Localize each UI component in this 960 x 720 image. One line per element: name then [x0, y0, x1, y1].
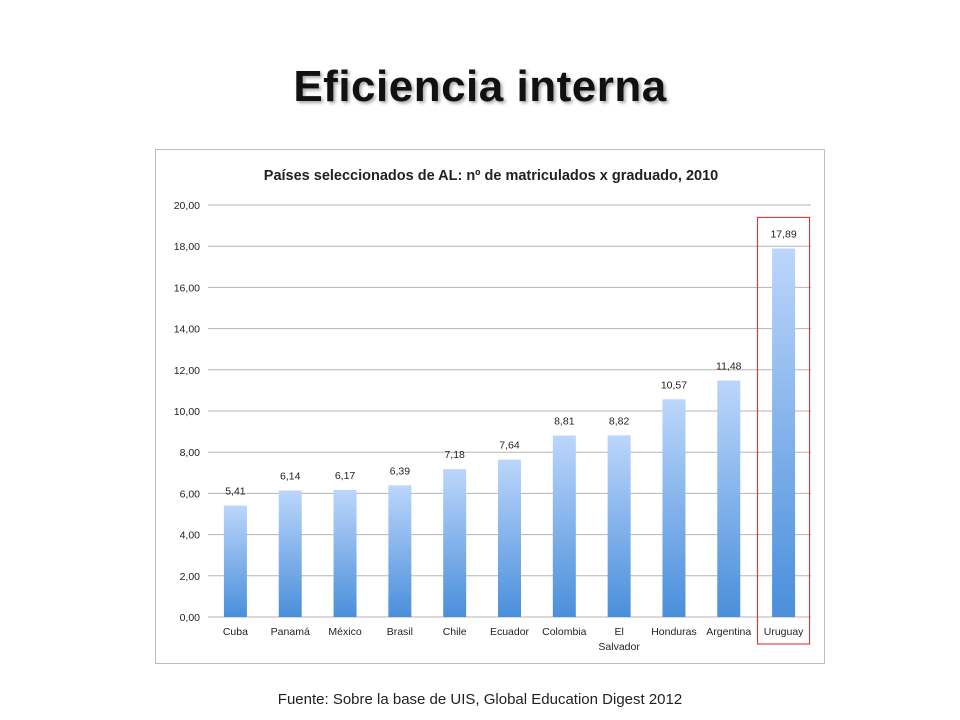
bar	[772, 248, 796, 617]
x-tick-label: Honduras	[651, 626, 697, 638]
bar	[717, 380, 741, 617]
x-tick-label: Argentina	[706, 626, 751, 638]
x-tick-label: Panamá	[271, 626, 310, 638]
x-tick-label: Brasil	[387, 626, 413, 638]
data-label: 6,17	[335, 470, 356, 482]
chart-title: Países seleccionados de AL: nº de matric…	[264, 168, 718, 184]
source-note: Fuente: Sobre la base de UIS, Global Edu…	[277, 691, 683, 708]
bar	[333, 489, 357, 617]
x-tick-label: Uruguay	[764, 626, 804, 638]
x-tick-label: El	[614, 626, 623, 638]
bar	[552, 435, 576, 617]
y-tick-label: 12,00	[174, 365, 200, 377]
x-tick-label: Ecuador	[490, 626, 530, 638]
chart-frame: Países seleccionados de AL: nº de matric…	[155, 149, 825, 664]
y-tick-label: 8,00	[180, 447, 201, 459]
y-tick-label: 10,00	[174, 406, 200, 418]
y-tick-label: 6,00	[180, 488, 201, 500]
bar	[662, 399, 686, 617]
data-label: 7,64	[499, 440, 520, 452]
bar	[443, 469, 467, 617]
bar	[498, 459, 521, 617]
data-label: 6,39	[390, 465, 411, 477]
bar	[223, 505, 247, 617]
x-tick-label: Salvador	[598, 641, 640, 653]
data-label: 5,41	[225, 486, 246, 498]
bar	[278, 490, 302, 617]
bar	[388, 485, 412, 617]
bar	[607, 435, 631, 617]
x-tick-label: México	[328, 626, 361, 638]
highlight-box	[757, 216, 811, 645]
data-label: 8,82	[609, 415, 630, 427]
data-label: 17,89	[770, 228, 796, 240]
data-label: 8,81	[554, 416, 575, 428]
y-tick-label: 14,00	[174, 324, 200, 336]
bar-chart: Países seleccionados de AL: nº de matric…	[174, 168, 811, 653]
data-label: 6,14	[280, 471, 301, 483]
x-tick-label: Chile	[443, 626, 467, 638]
data-label: 10,57	[661, 379, 687, 391]
data-label: 11,48	[716, 361, 742, 373]
x-tick-label: Colombia	[542, 626, 587, 638]
y-tick-label: 2,00	[180, 571, 201, 583]
data-label: 7,18	[444, 449, 465, 461]
y-tick-label: 4,00	[180, 530, 201, 542]
x-tick-label: Cuba	[223, 626, 248, 638]
y-tick-label: 0,00	[180, 612, 201, 624]
slide-title: Eficiencia interna	[293, 62, 667, 111]
y-tick-label: 18,00	[174, 241, 200, 253]
y-tick-label: 16,00	[174, 282, 200, 294]
y-tick-label: 20,00	[174, 200, 200, 212]
